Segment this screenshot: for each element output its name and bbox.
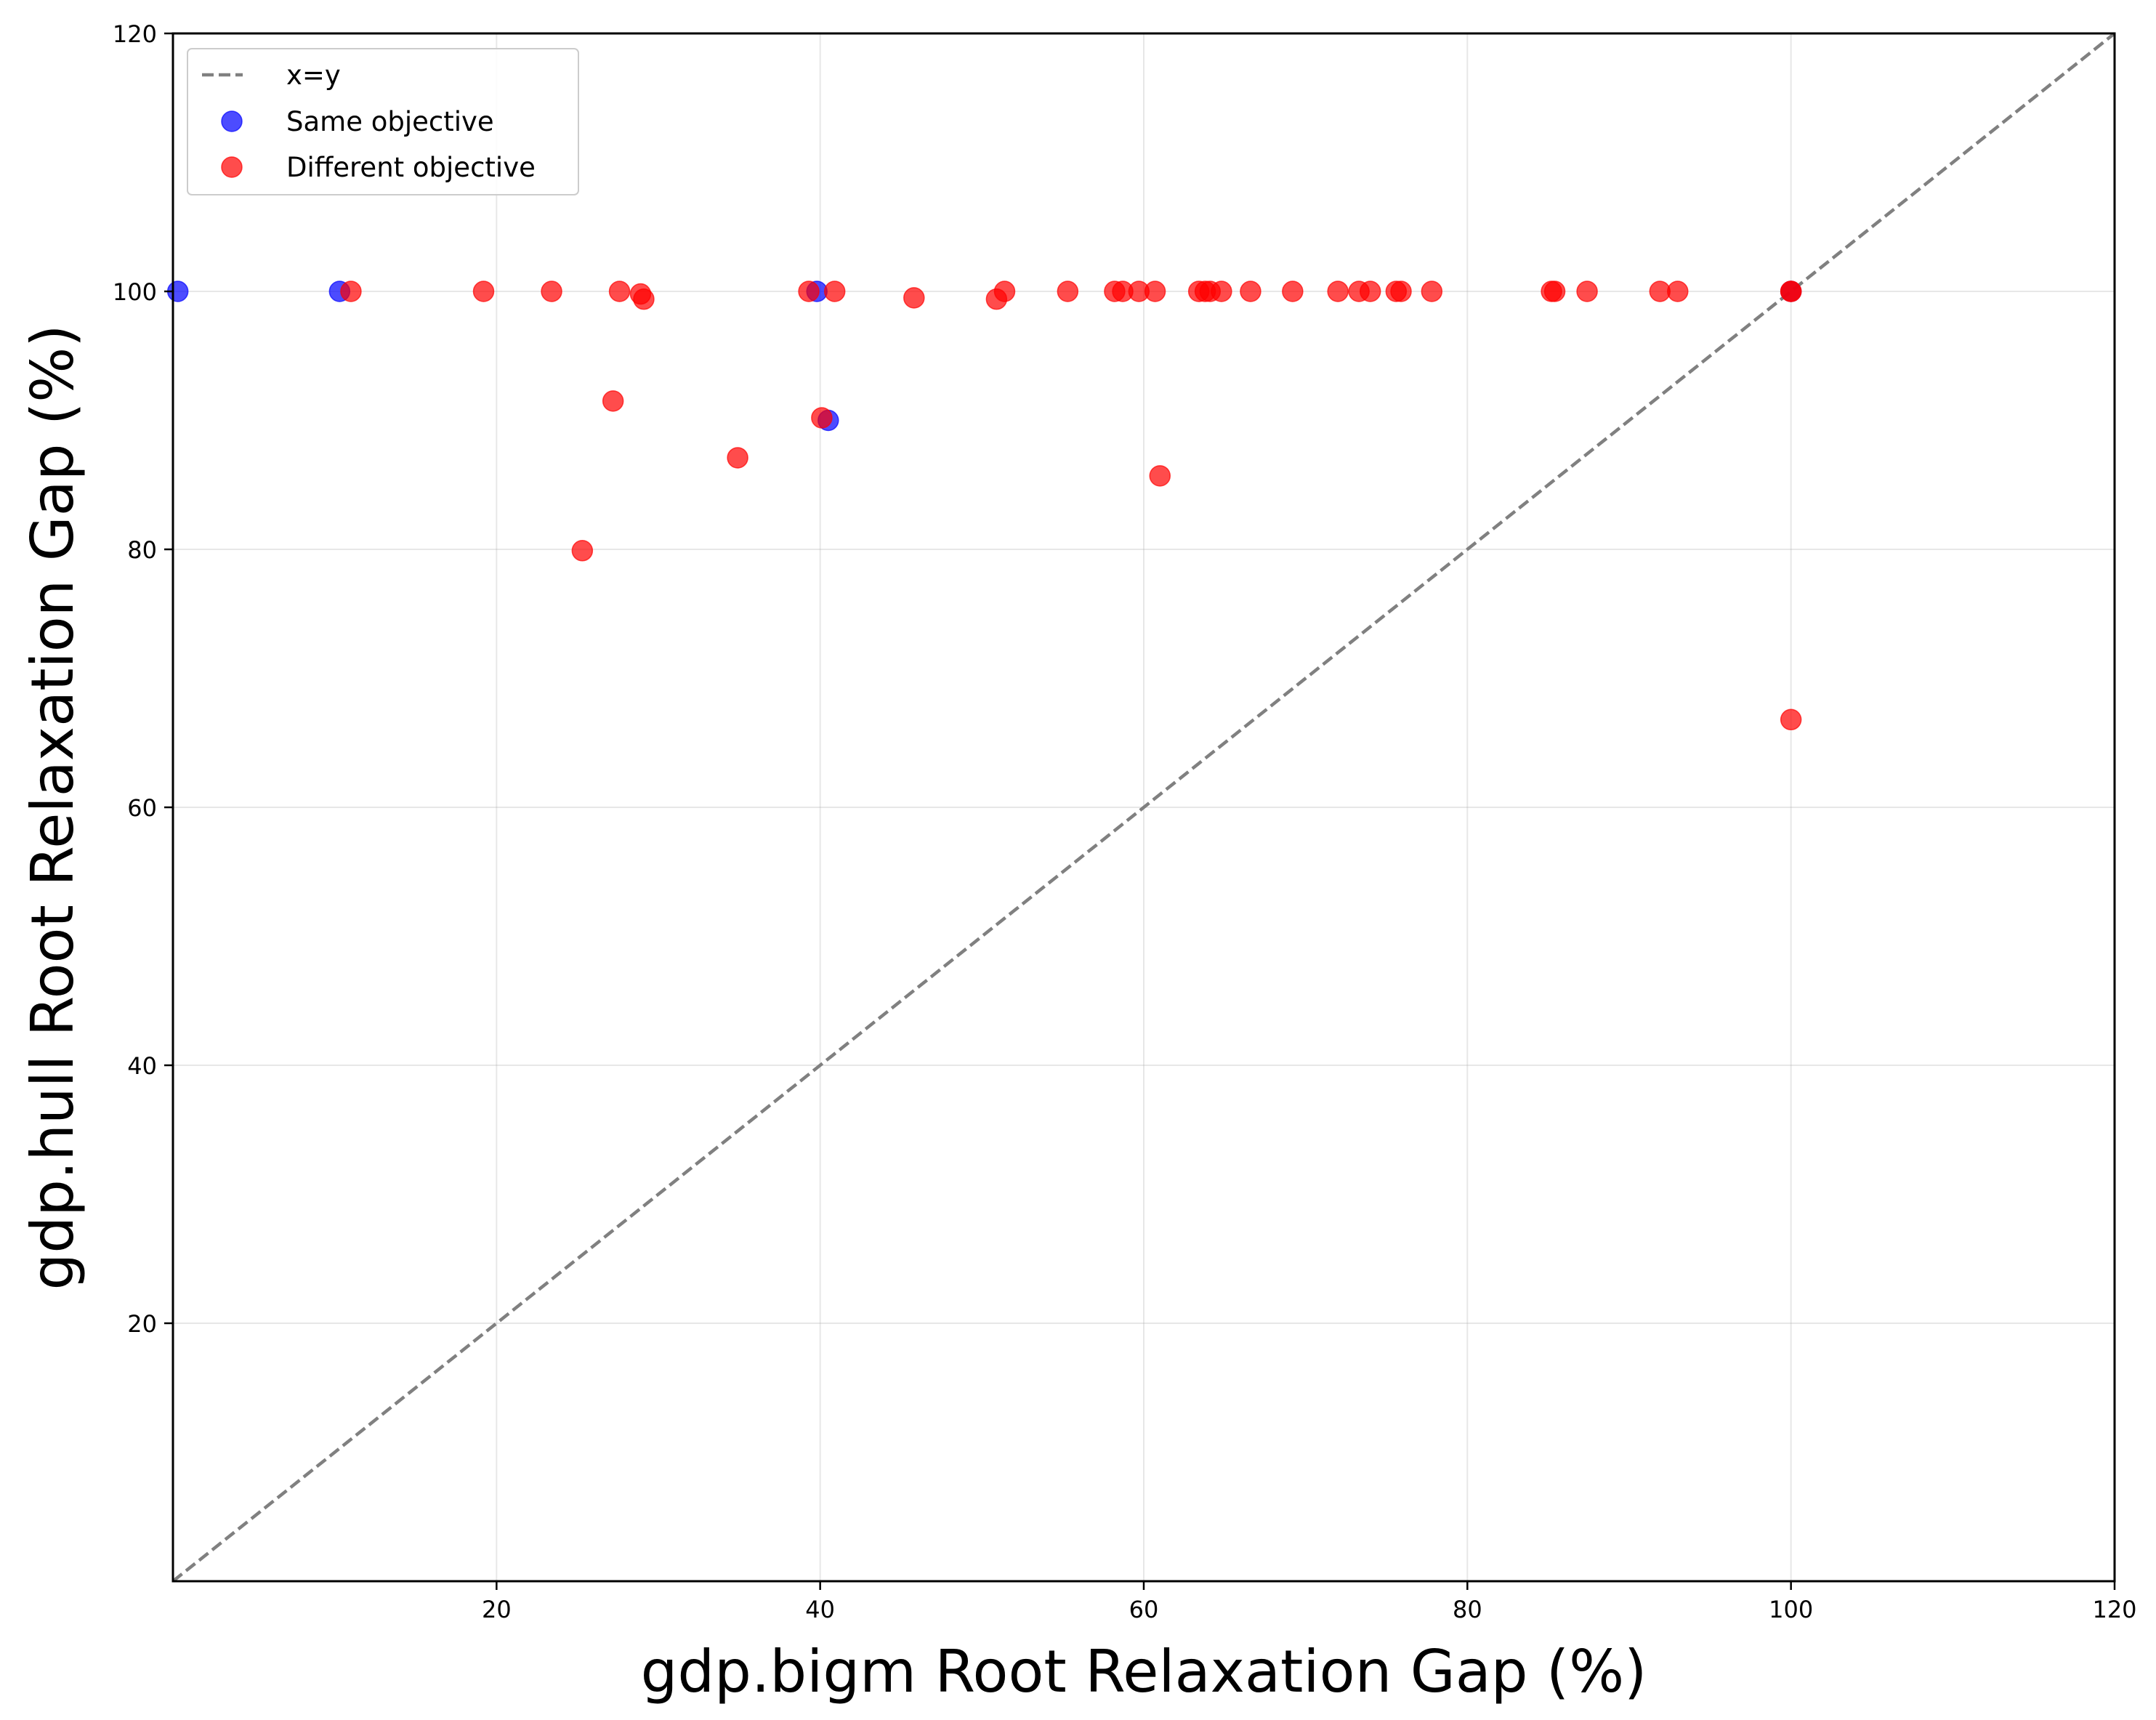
different-objective-point — [472, 280, 495, 302]
different-objective-point — [1667, 280, 1689, 302]
different-objective-point — [1149, 465, 1171, 487]
different-objective-point — [727, 447, 748, 469]
reference-line-x-equals-y — [171, 32, 2116, 1583]
y-tick-label: 120 — [113, 20, 157, 48]
different-objective-point — [1780, 708, 1802, 731]
different-objective-point — [571, 540, 594, 562]
x-tick-label: 60 — [1129, 1596, 1159, 1623]
different-objective-point — [541, 280, 562, 302]
reference-line-layer — [171, 32, 2116, 1583]
y-tick-label: 20 — [127, 1310, 157, 1338]
legend-swatch-different-objective — [221, 156, 243, 178]
x-axis-label: gdp.bigm Root Relaxation Gap (%) — [641, 1638, 1647, 1705]
different-objective-point — [1390, 280, 1412, 302]
different-objective-point — [903, 287, 925, 309]
x-tick-label: 40 — [805, 1596, 835, 1623]
x-tick-label: 20 — [482, 1596, 512, 1623]
points-layer — [166, 280, 1802, 731]
x-tick-label: 100 — [1769, 1596, 1813, 1623]
different-objective-point — [993, 280, 1016, 302]
different-objective-point — [1282, 280, 1304, 302]
legend-label-same-objective: Same objective — [286, 106, 494, 137]
x-tick-label: 120 — [2092, 1596, 2136, 1623]
different-objective-point — [811, 407, 833, 429]
y-tick-label: 80 — [127, 536, 157, 564]
different-objective-point — [1780, 280, 1802, 302]
different-objective-point — [1211, 280, 1232, 302]
y-axis-label: gdp.hull Root Relaxation Gap (%) — [19, 325, 86, 1291]
different-objective-point — [1576, 280, 1598, 302]
different-objective-point — [823, 280, 846, 302]
different-objective-point — [1421, 280, 1443, 302]
different-objective-point — [602, 390, 624, 412]
different-objective-point — [798, 280, 820, 302]
different-objective-point — [340, 280, 362, 302]
y-tick-label: 100 — [113, 278, 157, 306]
different-objective-point — [1359, 280, 1381, 302]
different-objective-point — [1057, 280, 1079, 302]
different-objective-point — [608, 280, 631, 302]
different-objective-point — [1327, 280, 1349, 302]
legend-box — [187, 48, 579, 195]
legend-swatch-same-objective — [221, 110, 243, 132]
y-tick-label: 40 — [127, 1052, 157, 1080]
different-objective-point — [1543, 280, 1566, 302]
different-objective-point — [1240, 280, 1261, 302]
legend-label-different-objective: Different objective — [286, 152, 536, 183]
legend: x=y Same objective Different objective — [187, 48, 579, 195]
legend-label-x-equals-y: x=y — [286, 60, 341, 91]
different-objective-point — [633, 288, 655, 310]
y-tick-label: 60 — [127, 794, 157, 822]
different-objective-point — [1144, 280, 1166, 302]
axis-ticks: 20 40 60 80 100 120 20 40 60 80 100 120 — [113, 20, 2137, 1623]
x-tick-label: 80 — [1453, 1596, 1482, 1623]
